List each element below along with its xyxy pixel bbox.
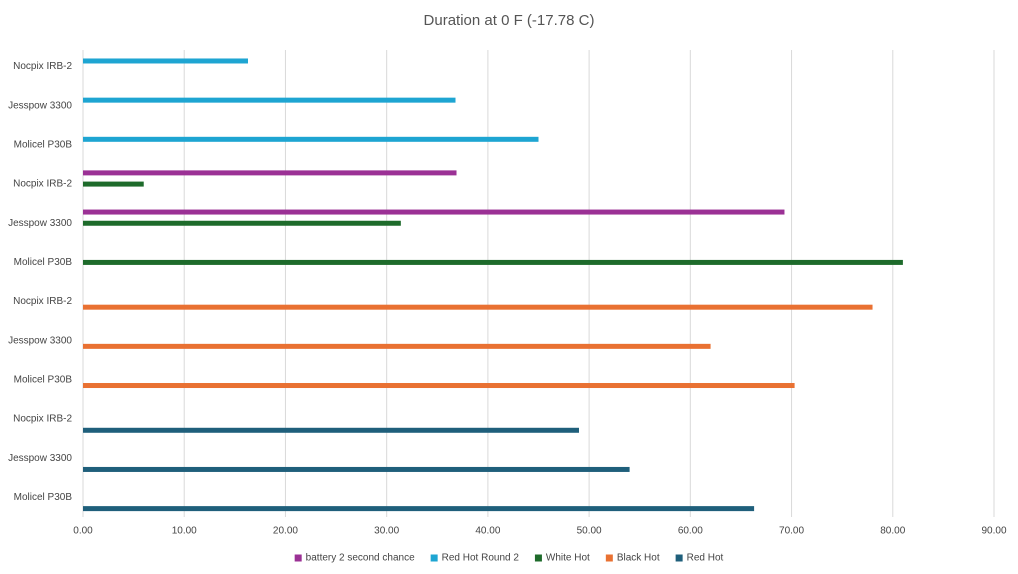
x-tick-label: 40.00 [475, 526, 500, 537]
x-tick-label: 30.00 [374, 526, 399, 537]
y-tick-label: Nocpix IRB-2 [13, 296, 72, 307]
legend-marker [430, 554, 438, 562]
legend-marker [294, 554, 302, 562]
chart-title: Duration at 0 F (-17.78 C) [424, 12, 595, 29]
legend-label: Red Hot Round 2 [442, 553, 520, 564]
x-tick-label: 90.00 [981, 526, 1006, 537]
y-tick-label: Molicel P30B [14, 492, 73, 503]
x-tick-label: 50.00 [577, 526, 602, 537]
y-tick-label: Molicel P30B [14, 140, 73, 151]
bar [83, 427, 579, 433]
x-tick-label: 70.00 [779, 526, 804, 537]
bar [83, 466, 630, 472]
bar [83, 181, 144, 187]
y-tick-label: Jesspow 3300 [8, 218, 72, 229]
y-tick-label: Nocpix IRB-2 [13, 179, 72, 190]
y-tick-label: Nocpix IRB-2 [13, 61, 72, 72]
y-tick-label: Jesspow 3300 [8, 453, 72, 464]
legend-marker [534, 554, 542, 562]
legend-label: battery 2 second chance [306, 553, 415, 564]
bar [83, 58, 248, 64]
legend-label: Red Hot [687, 553, 724, 564]
bar [83, 343, 711, 349]
y-tick-label: Molicel P30B [14, 257, 73, 268]
x-tick-label: 20.00 [273, 526, 298, 537]
bar [83, 383, 795, 389]
bar [83, 136, 539, 142]
bar [83, 220, 401, 226]
bar [83, 209, 785, 215]
legend-label: White Hot [546, 553, 590, 564]
x-tick-label: 60.00 [678, 526, 703, 537]
bar [83, 506, 755, 512]
y-tick-label: Molicel P30B [14, 375, 73, 386]
bar [83, 304, 873, 310]
x-tick-label: 80.00 [880, 526, 905, 537]
bar [83, 170, 457, 176]
y-tick-label: Nocpix IRB-2 [13, 414, 72, 425]
y-tick-label: Jesspow 3300 [8, 335, 72, 346]
x-tick-label: 0.00 [73, 526, 93, 537]
legend-marker [605, 554, 613, 562]
bar [83, 259, 903, 265]
legend-label: Black Hot [617, 553, 660, 564]
x-tick-label: 10.00 [172, 526, 197, 537]
y-tick-label: Jesspow 3300 [8, 100, 72, 111]
legend-marker [675, 554, 683, 562]
bar [83, 97, 456, 103]
